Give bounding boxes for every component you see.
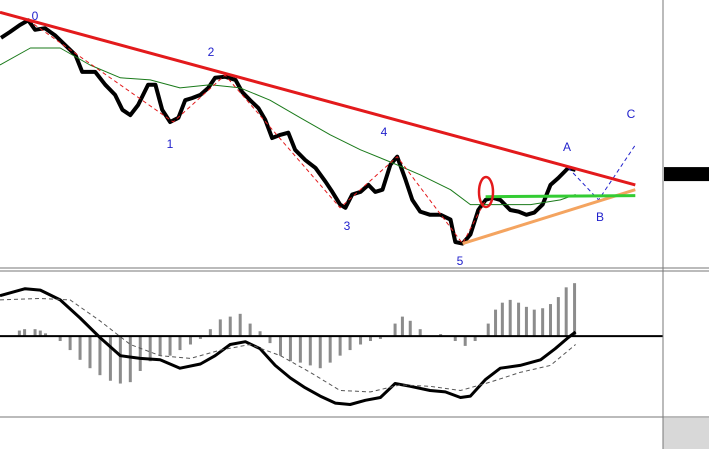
line-series <box>462 188 636 246</box>
histogram-bar <box>33 329 37 337</box>
histogram-bar <box>44 333 48 337</box>
histogram-bar <box>517 302 521 337</box>
histogram-bar <box>58 336 62 342</box>
wave-label: 0 <box>32 9 39 23</box>
line-series <box>0 47 576 206</box>
wave-label: C <box>627 107 636 121</box>
line-series <box>0 298 576 393</box>
line-series <box>28 19 487 245</box>
last-value-box <box>664 167 709 182</box>
histogram-bar <box>278 336 282 356</box>
histogram-bar <box>38 330 42 337</box>
histogram-bar <box>524 306 528 337</box>
histogram-bar <box>328 336 332 363</box>
histogram-bar <box>17 330 21 337</box>
histogram-bar <box>258 331 262 337</box>
histogram-bar <box>473 336 477 342</box>
histogram-bar <box>248 323 252 337</box>
wave-label: 4 <box>381 125 388 139</box>
histogram-bar <box>268 336 272 344</box>
labels: 0 1 2 3 4 5 A B C 35073.4 <box>32 9 709 268</box>
histogram-bar <box>400 316 404 337</box>
histogram-bar <box>453 336 457 342</box>
histogram-bar <box>486 323 490 337</box>
histogram-bar <box>359 336 363 345</box>
histogram-bar <box>288 336 292 362</box>
line-series <box>0 287 577 406</box>
histogram-bar <box>378 336 382 339</box>
histogram-bar <box>408 320 412 337</box>
wave-label: A <box>563 140 571 154</box>
histogram-bar <box>238 313 242 337</box>
histogram-bar <box>78 336 82 360</box>
histogram-bar <box>23 329 27 337</box>
line-series <box>485 194 636 199</box>
wave-label: 5 <box>457 254 464 268</box>
histogram-bar <box>494 309 498 337</box>
corner <box>663 418 709 449</box>
histogram-bar <box>198 336 202 339</box>
wave-label: 1 <box>167 137 174 151</box>
wave-label: B <box>596 210 604 224</box>
histogram-bar <box>138 336 142 371</box>
histogram-bar <box>68 336 72 351</box>
histogram-bar <box>298 336 302 363</box>
histogram-bar <box>439 334 443 337</box>
histogram-bar <box>318 336 322 369</box>
histogram-bar <box>148 336 152 362</box>
histogram-bar <box>218 319 222 337</box>
histogram-bar <box>308 336 312 366</box>
histogram-bar <box>178 336 182 351</box>
histogram-bar <box>338 336 342 356</box>
histogram-bar <box>168 336 172 356</box>
last-value-label: 35073.4 <box>666 168 706 180</box>
highlight-ellipse <box>477 175 495 209</box>
histogram-bar <box>463 336 467 346</box>
histogram-bar <box>188 336 192 345</box>
wave-label: 3 <box>344 219 351 233</box>
histogram-bar <box>88 336 92 369</box>
histogram-bar <box>564 287 568 337</box>
histogram-bar <box>348 336 352 351</box>
histogram-bar <box>418 329 422 337</box>
histogram-bar <box>541 308 545 337</box>
histogram-bar <box>368 336 372 342</box>
histogram-bar <box>556 297 560 337</box>
histogram-bar <box>118 336 122 384</box>
marks <box>0 10 663 406</box>
histogram-bar <box>128 336 132 383</box>
histogram-bar <box>573 283 577 337</box>
histogram-bar <box>228 316 232 337</box>
histogram-bar <box>158 336 162 356</box>
wave-label: 2 <box>208 45 215 59</box>
histogram-bar <box>98 336 102 376</box>
histogram-bar <box>393 323 397 337</box>
histogram-bar <box>208 329 212 337</box>
histogram-bar <box>532 309 536 337</box>
histogram-bar <box>108 336 112 381</box>
line-series <box>0 10 636 187</box>
histogram-bar <box>500 302 504 337</box>
histogram-bar <box>508 299 512 337</box>
line-series <box>0 18 577 246</box>
histogram-bar <box>548 304 552 337</box>
